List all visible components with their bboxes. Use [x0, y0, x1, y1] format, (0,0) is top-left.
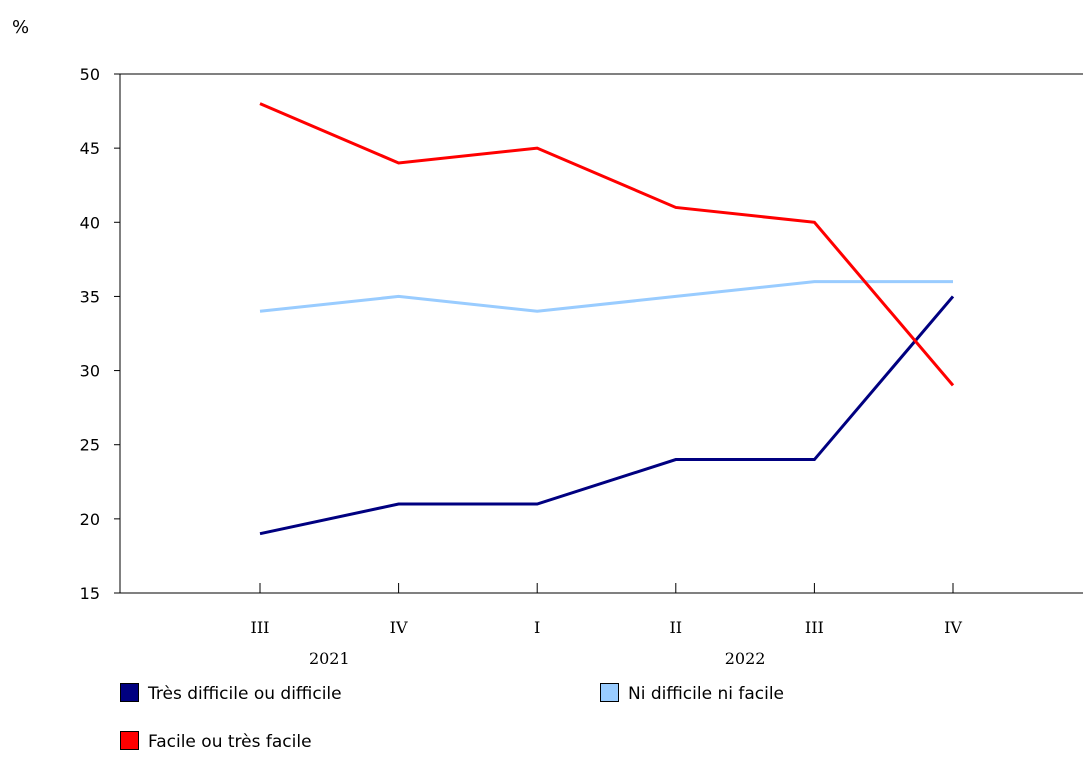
series-lines: [259, 102, 955, 536]
y-axis: 15 20 25 30 35 40 45 50: [80, 65, 120, 603]
legend: Très difficile ou difficile Ni difficile …: [120, 683, 784, 752]
legend-item: Ni difficile ni facile: [600, 683, 784, 704]
series-line-1: [259, 295, 955, 536]
legend-item: Très difficile ou difficile: [120, 683, 342, 704]
legend-swatch: [120, 683, 139, 702]
legend-item: Facile ou très facile: [120, 731, 312, 752]
x-tick-label: II: [669, 618, 682, 637]
y-tick-label: 20: [80, 510, 100, 529]
x-tick-label: III: [805, 618, 824, 637]
x-year-label: 2022: [725, 649, 766, 668]
y-tick-label: 25: [80, 436, 100, 455]
x-tick-label: I: [534, 618, 540, 637]
y-axis-unit-label: %: [12, 17, 29, 38]
x-tick-label: IV: [944, 618, 962, 637]
legend-label: Ni difficile ni facile: [628, 684, 784, 704]
series-line-2: [259, 280, 953, 313]
x-tick-label: III: [251, 618, 270, 637]
y-tick-label: 45: [80, 139, 100, 158]
y-tick-label: 50: [80, 65, 100, 84]
legend-label: Très difficile ou difficile: [147, 684, 342, 704]
plot-frame: [119, 73, 1083, 594]
y-tick-label: 40: [80, 213, 100, 232]
x-tick-label: IV: [390, 618, 408, 637]
y-tick-label: 35: [80, 287, 100, 306]
legend-swatch: [120, 731, 139, 750]
y-tick-label: 30: [80, 362, 100, 381]
series-line-3: [259, 102, 955, 387]
legend-label: Facile ou très facile: [148, 732, 312, 752]
y-tick-label: 15: [80, 584, 100, 603]
legend-swatch: [600, 683, 619, 702]
x-year-label: 2021: [309, 649, 350, 668]
